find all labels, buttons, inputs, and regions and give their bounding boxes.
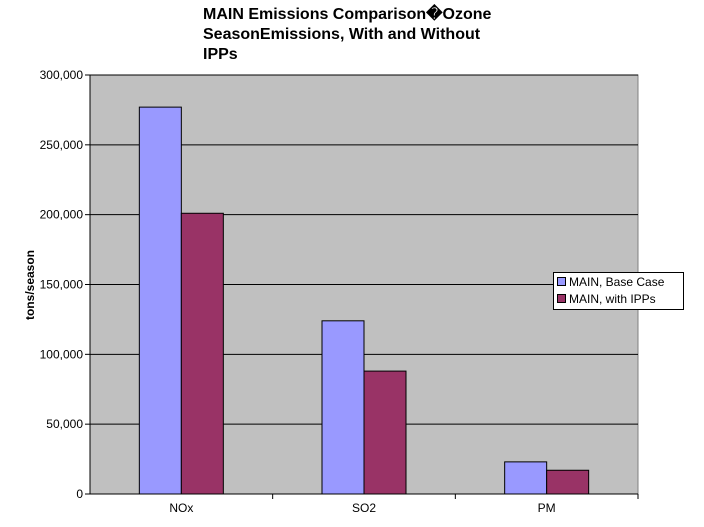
bar-pm-series-1 <box>504 461 548 495</box>
y-tick-label: 250,000 <box>40 138 84 152</box>
bar-so2-series-2 <box>363 370 407 495</box>
legend: MAIN, Base Case MAIN, with IPPs <box>553 272 684 310</box>
legend-item: MAIN, Base Case <box>554 273 683 290</box>
bar-nox-series-2 <box>180 212 224 495</box>
legend-label: MAIN, with IPPs <box>569 291 656 306</box>
chart-title: MAIN Emissions Comparison�Ozone SeasonEm… <box>203 5 491 65</box>
title-line: IPPs <box>203 46 238 63</box>
y-tick-label: 200,000 <box>40 208 84 222</box>
y-tick-label: 100,000 <box>40 347 84 361</box>
y-tick-label: 0 <box>76 487 83 501</box>
legend-swatch <box>557 277 566 286</box>
legend-label: MAIN, Base Case <box>569 274 665 289</box>
y-axis-label: tons/season <box>23 250 37 320</box>
y-tick-label: 50,000 <box>46 417 83 431</box>
bar-nox-series-1 <box>138 106 182 495</box>
title-line: MAIN Emissions Comparison�Ozone <box>203 6 492 23</box>
bar-pm-series-2 <box>546 469 590 495</box>
legend-item: MAIN, with IPPs <box>554 290 683 307</box>
x-tick-label: PM <box>538 501 556 515</box>
x-tick-label: NOx <box>169 501 193 515</box>
title-line: SeasonEmissions, With and Without <box>203 26 481 43</box>
y-tick-label: 150,000 <box>40 278 84 292</box>
bar-so2-series-1 <box>321 320 365 495</box>
legend-swatch <box>557 294 566 303</box>
y-tick-label: 300,000 <box>40 68 84 82</box>
x-tick-label: SO2 <box>352 501 376 515</box>
